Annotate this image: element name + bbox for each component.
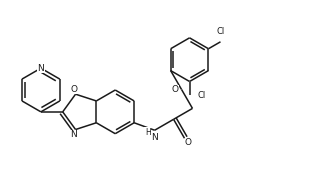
Text: N: N (151, 133, 158, 142)
Text: O: O (70, 85, 77, 94)
Text: O: O (171, 85, 178, 94)
Text: N: N (38, 64, 44, 73)
Text: N: N (70, 130, 77, 139)
Text: Cl: Cl (198, 91, 206, 100)
Text: Cl: Cl (216, 27, 225, 36)
Text: H: H (145, 128, 151, 137)
Text: O: O (185, 138, 192, 147)
